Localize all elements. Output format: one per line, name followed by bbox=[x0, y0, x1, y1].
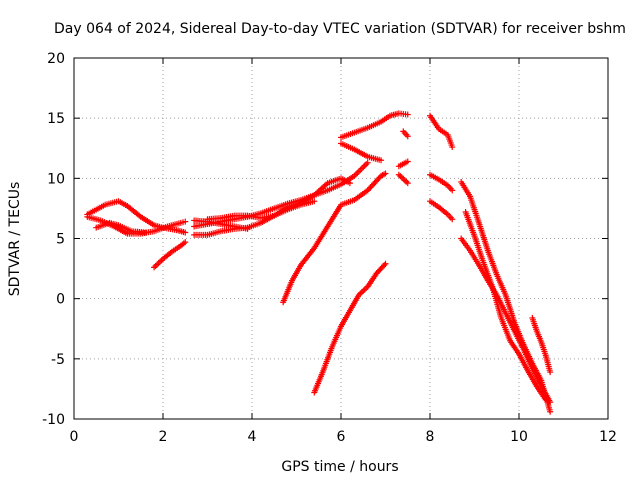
data-point bbox=[357, 167, 364, 174]
data-point bbox=[449, 216, 456, 223]
x-tick-label: 12 bbox=[599, 429, 617, 445]
data-point bbox=[400, 175, 407, 182]
data-point bbox=[151, 264, 158, 271]
data-point bbox=[354, 169, 361, 176]
x-axis-label: GPS time / hours bbox=[281, 459, 398, 475]
data-point bbox=[360, 164, 367, 171]
data-point bbox=[449, 144, 456, 151]
data-point bbox=[182, 239, 189, 246]
axis-ticks: 0 2 4 6 8 10 12 -10 -5 0 5 10 15 20 bbox=[42, 51, 617, 445]
data-point bbox=[364, 159, 371, 166]
x-tick-label: 10 bbox=[510, 429, 528, 445]
data-point bbox=[449, 187, 456, 194]
data-point bbox=[157, 258, 164, 265]
data-point bbox=[381, 262, 388, 269]
data-point bbox=[547, 399, 554, 406]
data-point bbox=[182, 218, 189, 225]
data-point bbox=[378, 157, 385, 164]
x-tick-label: 2 bbox=[159, 429, 168, 445]
data-point bbox=[404, 158, 411, 165]
data-point bbox=[404, 111, 411, 118]
data-point bbox=[382, 170, 389, 177]
data-point bbox=[404, 180, 411, 187]
data-point bbox=[361, 162, 368, 169]
data-point bbox=[152, 262, 159, 269]
x-tick-label: 0 bbox=[70, 429, 79, 445]
data-point bbox=[395, 171, 402, 178]
data-point bbox=[311, 198, 318, 205]
data-point bbox=[398, 174, 405, 181]
data-point bbox=[244, 225, 251, 232]
data-point bbox=[360, 287, 367, 294]
y-tick-label: -5 bbox=[51, 352, 65, 368]
x-tick-label: 4 bbox=[248, 429, 257, 445]
data-point bbox=[547, 369, 554, 376]
data-point bbox=[142, 229, 149, 236]
data-point bbox=[363, 161, 370, 168]
y-tick-label: 0 bbox=[56, 292, 65, 308]
data-point bbox=[403, 178, 410, 185]
y-axis-label: SDTVAR / TECUs bbox=[7, 182, 23, 297]
data-point bbox=[404, 133, 411, 140]
x-tick-label: 8 bbox=[426, 429, 435, 445]
y-tick-label: 15 bbox=[47, 111, 65, 127]
y-tick-label: 5 bbox=[56, 232, 65, 248]
x-tick-label: 6 bbox=[337, 429, 346, 445]
data-point bbox=[355, 168, 362, 175]
data-points bbox=[84, 110, 554, 415]
data-point bbox=[382, 260, 389, 267]
data-point bbox=[361, 286, 368, 293]
data-point bbox=[358, 165, 365, 172]
y-tick-label: 20 bbox=[47, 51, 65, 67]
y-tick-label: -10 bbox=[42, 412, 65, 428]
data-point bbox=[547, 408, 554, 415]
data-point bbox=[155, 260, 162, 267]
data-point bbox=[542, 396, 549, 403]
y-tick-label: 10 bbox=[47, 171, 65, 187]
chart-title: Day 064 of 2024, Sidereal Day-to-day VTE… bbox=[54, 21, 626, 37]
data-point bbox=[154, 261, 161, 268]
data-point bbox=[182, 229, 189, 236]
data-point bbox=[358, 289, 365, 296]
